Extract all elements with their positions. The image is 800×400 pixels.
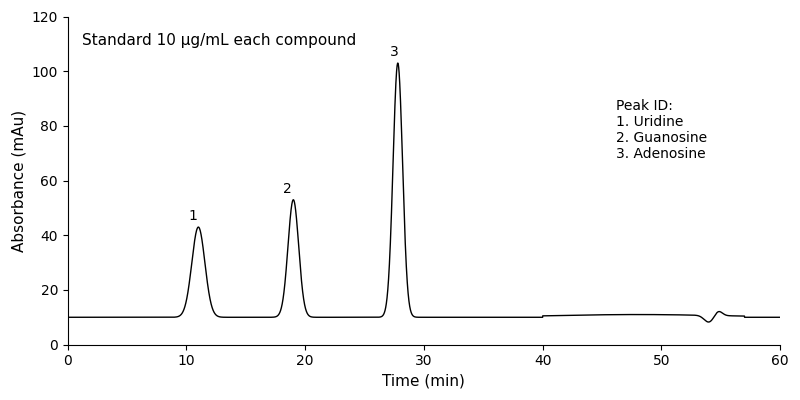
- Text: 2: 2: [283, 182, 292, 196]
- Text: Peak ID:
1. Uridine
2. Guanosine
3. Adenosine: Peak ID: 1. Uridine 2. Guanosine 3. Aden…: [616, 99, 707, 161]
- Text: 1: 1: [188, 209, 197, 223]
- X-axis label: Time (min): Time (min): [382, 374, 466, 389]
- Y-axis label: Absorbance (mAu): Absorbance (mAu): [11, 110, 26, 252]
- Text: 3: 3: [390, 45, 398, 59]
- Text: Standard 10 µg/mL each compound: Standard 10 µg/mL each compound: [82, 33, 356, 48]
